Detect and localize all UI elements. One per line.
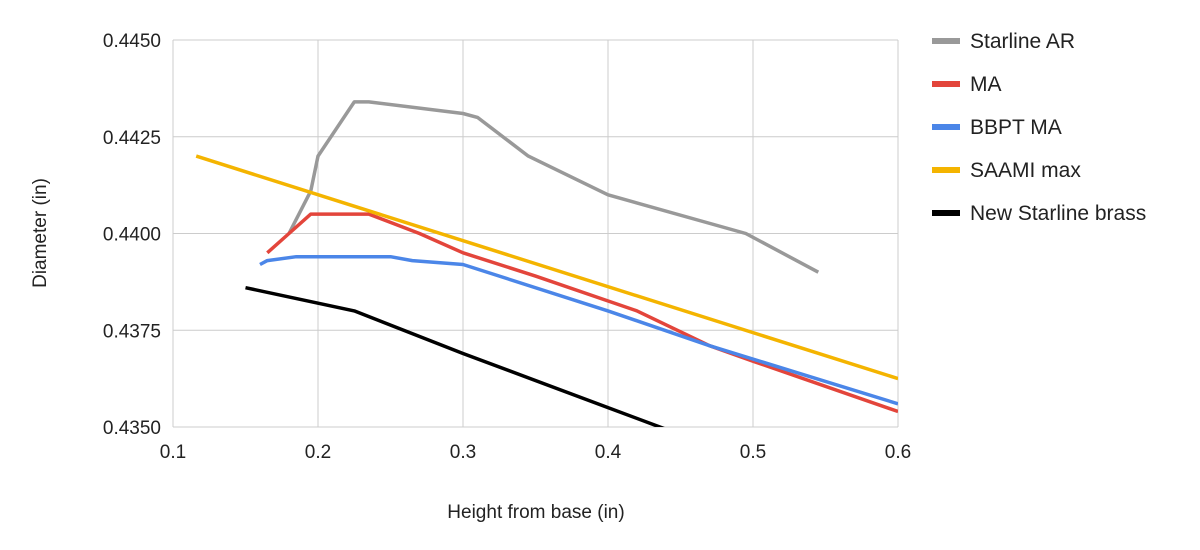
x-tick-label: 0.1 [160, 442, 186, 463]
gridlines [172, 39, 899, 428]
legend-label-saami-max: SAAMI max [970, 159, 1081, 182]
y-tick-label: 0.4400 [103, 225, 161, 246]
x-tick-label: 0.6 [885, 442, 911, 463]
x-tick-label: 0.5 [740, 442, 766, 463]
y-tick-label: 0.4425 [103, 128, 161, 149]
legend-label-starline-ar: Starline AR [970, 30, 1075, 53]
series-line-bbpt-ma [259, 254, 898, 406]
x-tick-label: 0.3 [450, 442, 476, 463]
legend-swatch-ma [932, 81, 960, 87]
legend-swatch-saami-max [932, 167, 960, 173]
y-tick-label: 0.4450 [103, 31, 161, 52]
series-line-new-starline-brass [245, 285, 665, 427]
legend-swatch-starline-ar [932, 38, 960, 44]
legend-swatch-new-starline-brass [932, 210, 960, 216]
x-tick-label: 0.4 [595, 442, 622, 463]
y-tick-label: 0.4375 [103, 321, 161, 342]
legend-swatch-bbpt-ma [932, 124, 960, 130]
legend: Starline AR MA BBPT MA SAAMI max New Starlin… [932, 30, 1146, 225]
series-lines [195, 100, 898, 427]
x-axis-title: Height from base (in) [447, 502, 624, 523]
series-line-saami-max [195, 154, 898, 381]
y-tick-label: 0.4350 [103, 418, 161, 439]
legend-label-new-starline-brass: New Starline brass [970, 202, 1146, 225]
x-tick-label: 0.2 [305, 442, 331, 463]
y-axis-title: Diameter (in) [30, 178, 51, 288]
legend-label-ma: MA [970, 73, 1002, 96]
tick-labels: 0.1 0.2 0.3 0.4 0.5 0.6 0.4350 0.4375 0.4400 0.44… [103, 31, 911, 463]
legend-label-bbpt-ma: BBPT MA [970, 116, 1062, 139]
series-line-starline-ar [287, 100, 820, 274]
